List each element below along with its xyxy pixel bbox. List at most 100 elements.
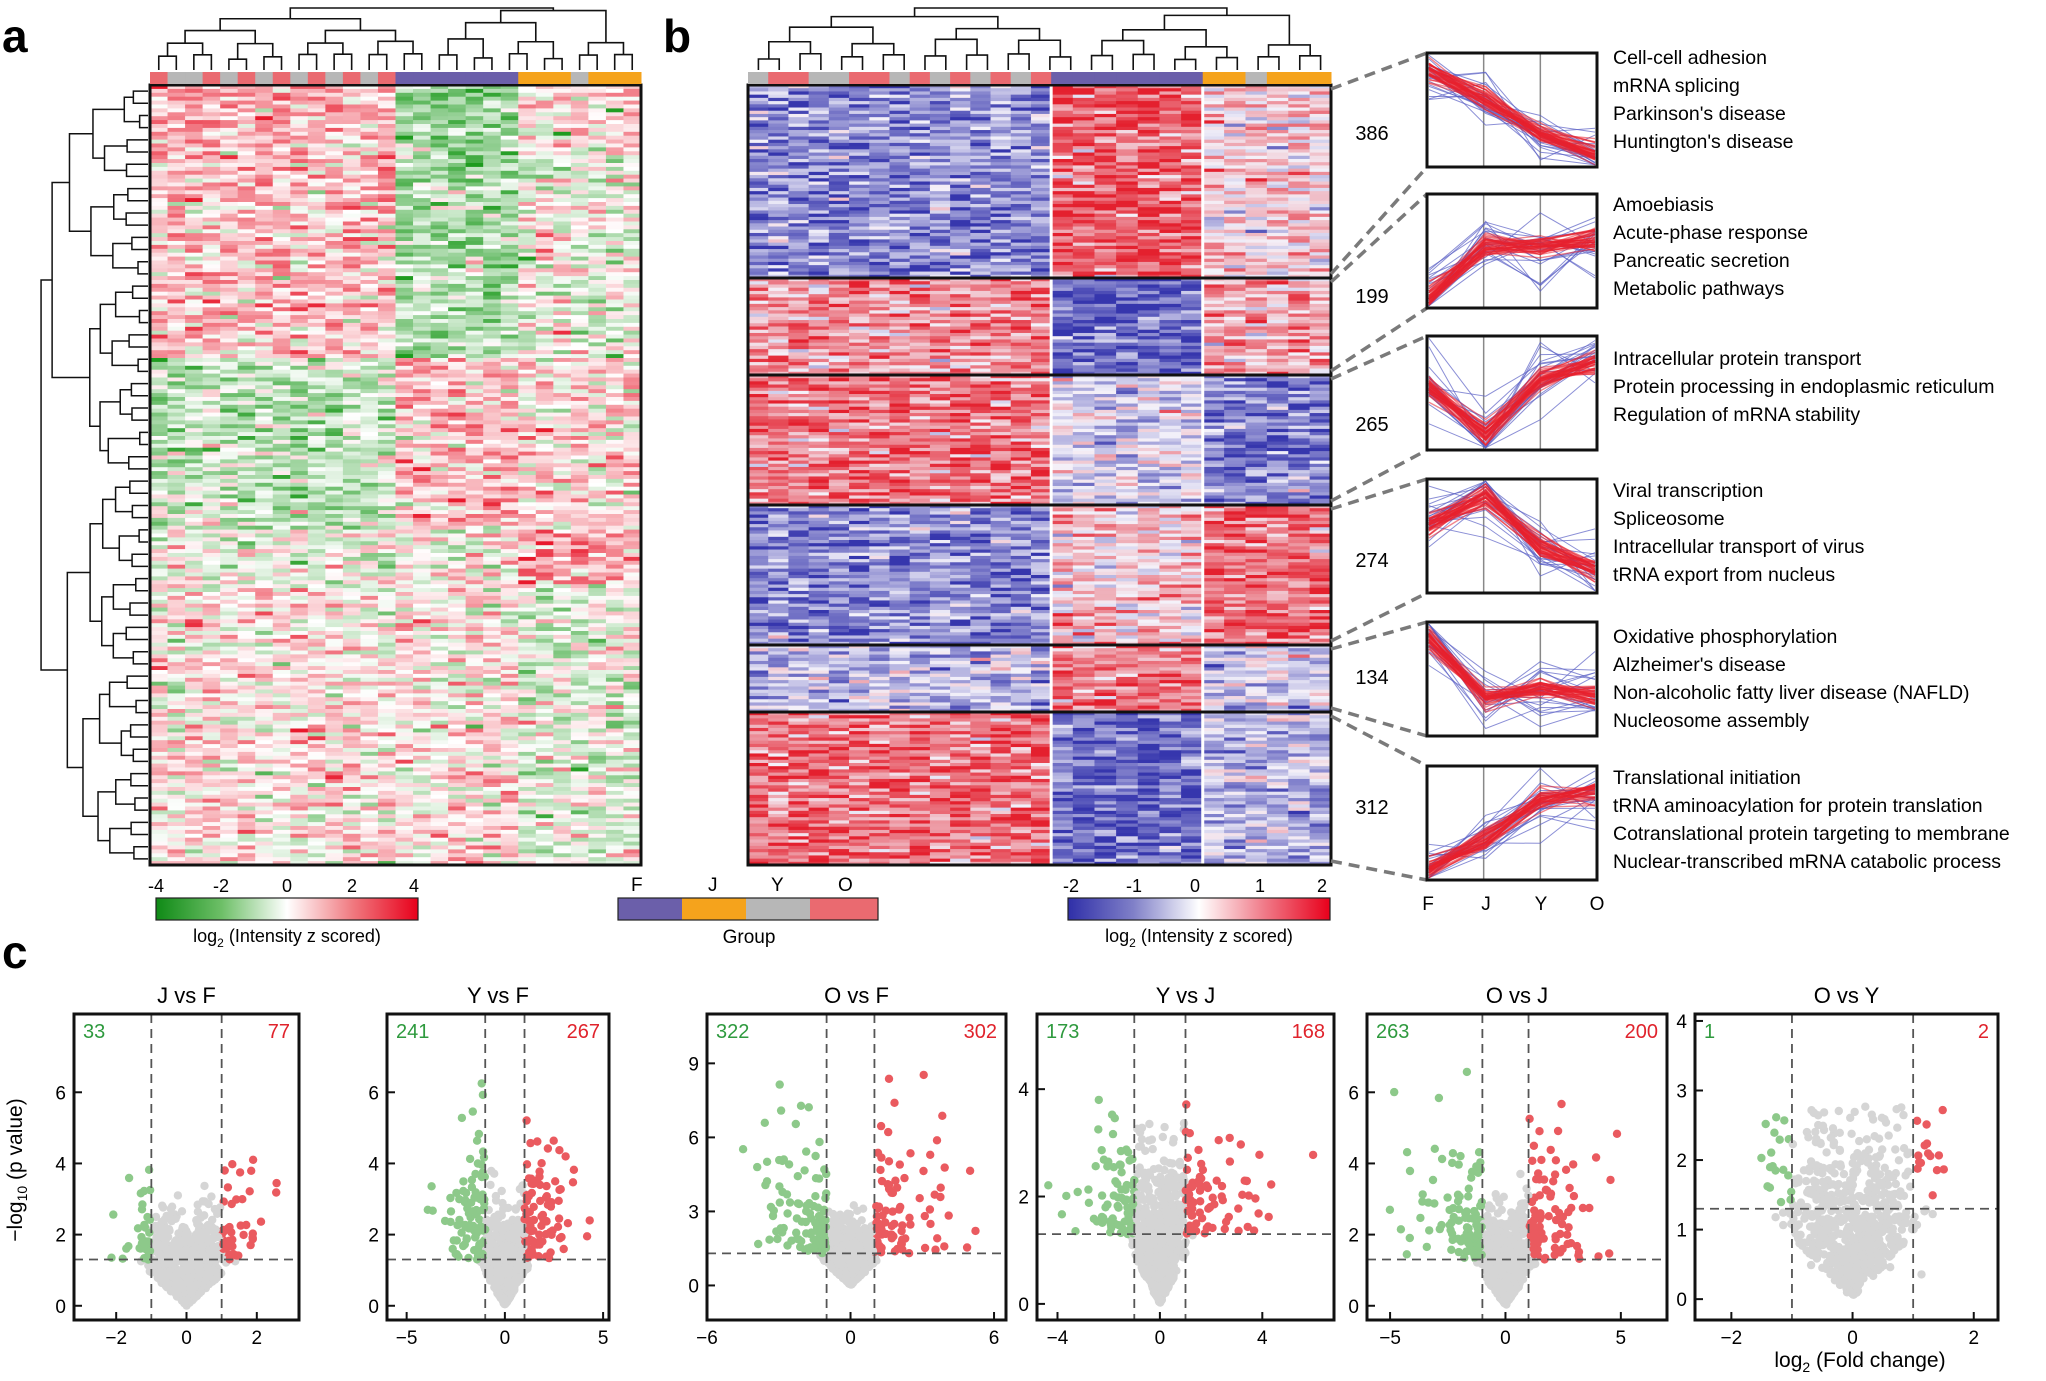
heatmap-a-cell	[553, 673, 572, 679]
heatmap-a-cell	[220, 740, 239, 745]
heatmap-a-cell	[448, 459, 467, 464]
heatmap-a-cell	[588, 568, 607, 573]
heatmap-a-cell	[202, 166, 221, 172]
heatmap-a-cell	[272, 779, 291, 784]
heatmap-a-cell	[342, 303, 361, 308]
heatmap-a-cell	[185, 705, 204, 710]
heatmap-a-cell	[167, 385, 186, 390]
heatmap-a-cell	[395, 365, 414, 371]
heatmap-a-cell	[220, 666, 239, 671]
heatmap-a-cell	[553, 252, 572, 257]
heatmap-a-cell	[290, 295, 309, 300]
heatmap-a-cell	[150, 580, 168, 585]
heatmap-a-cell	[342, 237, 361, 242]
heatmap-a-cell	[255, 276, 274, 281]
heatmap-a-cell	[150, 213, 168, 218]
heatmap-a-cell	[150, 564, 168, 569]
heatmap-a-cell	[167, 599, 186, 605]
heatmap-a-cell	[430, 595, 449, 601]
heatmap-a-cell	[588, 315, 607, 320]
heatmap-a-cell	[395, 775, 414, 780]
heatmap-a-cell	[588, 482, 607, 488]
heatmap-a-cell	[185, 525, 204, 530]
heatmap-a-cell	[553, 517, 572, 523]
heatmap-a-cell	[465, 104, 484, 109]
heatmap-a-cell	[518, 471, 537, 476]
heatmap-a-cell	[570, 393, 589, 398]
heatmap-a-cell	[342, 120, 361, 125]
heatmap-a-cell	[395, 389, 414, 394]
heatmap-a-cell	[570, 198, 589, 203]
heatmap-a-cell	[448, 248, 467, 254]
heatmap-a-cell	[325, 194, 344, 199]
heatmap-a-cell	[605, 716, 624, 722]
heatmap-a-cell	[588, 163, 607, 168]
heatmap-a-cell	[413, 755, 431, 761]
heatmap-a-cell	[272, 225, 291, 230]
heatmap-a-cell	[465, 592, 484, 597]
heatmap-a-cell	[185, 732, 204, 737]
heatmap-a-cell	[500, 225, 519, 230]
heatmap-a-cell	[255, 763, 274, 768]
heatmap-a-cell	[360, 108, 379, 113]
heatmap-a-cell	[500, 568, 519, 573]
heatmap-a: -4 -2 0 2 4 log2 (Intensity z scored)	[40, 7, 643, 950]
heatmap-a-cell	[255, 553, 274, 558]
heatmap-a-cell	[307, 627, 326, 632]
heatmap-a-cell	[167, 529, 186, 534]
heatmap-a-cell	[413, 463, 431, 468]
heatmap-a-cell	[535, 96, 554, 101]
heatmap-a-cell	[588, 697, 607, 702]
heatmap-a-cell	[465, 486, 484, 491]
heatmap-a-cell	[255, 408, 274, 413]
heatmap-a-cell	[483, 455, 502, 460]
heatmap-a-cell	[342, 634, 361, 640]
heatmap-a-cell	[623, 404, 642, 410]
heatmap-a-cell	[588, 584, 607, 589]
heatmap-a-cell	[185, 553, 204, 558]
heatmap-a-cell	[413, 592, 431, 597]
heatmap-a-cell	[220, 416, 239, 421]
heatmap-a-cell	[448, 116, 467, 121]
heatmap-a-cell	[535, 744, 554, 749]
heatmap-a-cell	[325, 260, 344, 265]
heatmap-a-cell	[605, 389, 624, 394]
heatmap-a-cell	[342, 471, 361, 476]
heatmap-a-cell	[448, 560, 467, 566]
heatmap-a-cell	[518, 330, 537, 335]
heatmap-a-cell	[500, 170, 519, 176]
heatmap-a-cell	[167, 96, 186, 101]
heatmap-a-cell	[588, 709, 607, 714]
heatmap-a-cell	[185, 767, 204, 772]
heatmap-a-cell	[290, 389, 309, 394]
heatmap-a-cell	[483, 96, 502, 101]
heatmap-a-cell	[483, 178, 502, 183]
heatmap-a-cell	[535, 295, 554, 300]
heatmap-a-cell	[518, 432, 537, 437]
heatmap-a-cell	[185, 322, 204, 328]
heatmap-a-cell	[150, 592, 168, 597]
heatmap-a-cell	[150, 478, 168, 484]
heatmap-a-cell	[150, 494, 168, 499]
heatmap-a-cell	[465, 732, 484, 737]
heatmap-a-cell	[325, 217, 344, 222]
heatmap-a-cell	[360, 576, 379, 581]
heatmap-a-cell	[483, 439, 502, 445]
heatmap-a-cell	[202, 373, 221, 378]
heatmap-a-cell	[185, 252, 204, 257]
heatmap-a-cell	[605, 369, 624, 374]
heatmap-a-cell	[465, 701, 484, 706]
heatmap-a-cell	[360, 283, 379, 289]
heatmap-a-cell	[535, 151, 554, 156]
heatmap-a-cell	[290, 334, 309, 339]
heatmap-a-cell	[570, 740, 589, 745]
heatmap-a-cell	[307, 478, 326, 484]
heatmap-a-cell	[448, 537, 467, 542]
heatmap-a-cell	[553, 642, 572, 647]
heatmap-a-cell	[342, 194, 361, 199]
heatmap-a-cell	[570, 451, 589, 456]
heatmap-a-cell	[185, 135, 204, 140]
heatmap-a-cell	[202, 322, 221, 328]
heatmap-a-cell	[448, 139, 467, 144]
heatmap-a-cell	[237, 529, 256, 534]
